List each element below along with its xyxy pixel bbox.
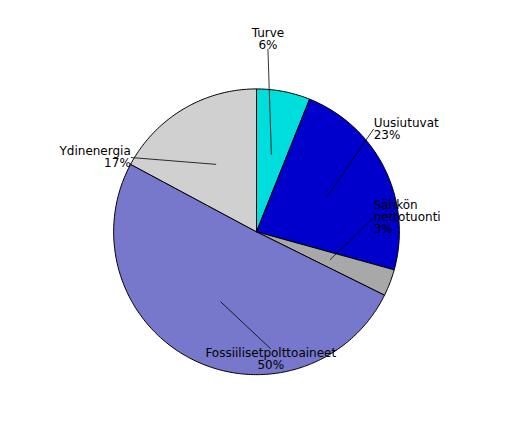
svg-text:Uusiutuvat23%: Uusiutuvat23% [374,116,439,142]
svg-text:Ydinenergia17%: Ydinenergia17% [58,144,130,170]
svg-text:Turve6%: Turve6% [251,26,285,52]
svg-text:Fossiilisetpolttoaineet50%: Fossiilisetpolttoaineet50% [205,346,336,372]
svg-text:Sähkönnettotuonti3%: Sähkönnettotuonti3% [374,198,441,236]
